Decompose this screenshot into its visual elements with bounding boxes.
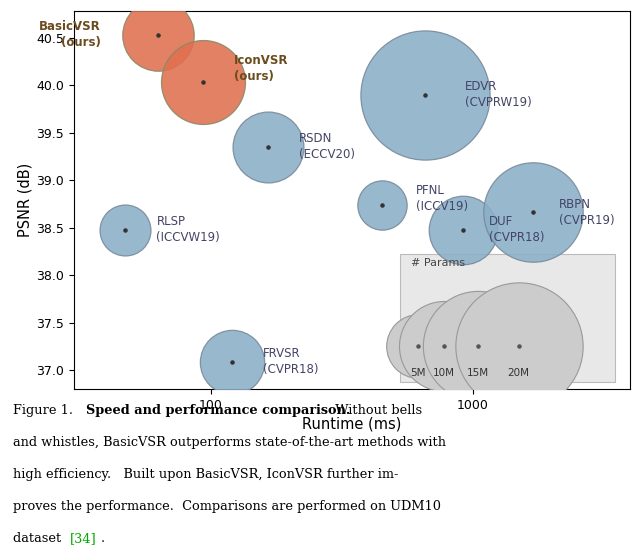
- Point: [514, 342, 524, 351]
- Point: [528, 208, 538, 217]
- Point: [377, 200, 387, 209]
- Text: PFNL
(ICCV19): PFNL (ICCV19): [416, 184, 468, 213]
- Point: [458, 225, 468, 234]
- Point: [413, 342, 423, 351]
- Point: [473, 342, 484, 351]
- Point: [262, 142, 273, 151]
- Point: [528, 208, 538, 217]
- Text: Without bells: Without bells: [327, 404, 422, 417]
- Point: [153, 30, 163, 39]
- Text: RBPN
(CVPR19): RBPN (CVPR19): [559, 198, 615, 227]
- Text: RSDN
(ECCV20): RSDN (ECCV20): [299, 132, 355, 161]
- Text: RLSP
(ICCVW19): RLSP (ICCVW19): [156, 215, 220, 244]
- Text: high efficiency.   Built upon BasicVSR, IconVSR further im-: high efficiency. Built upon BasicVSR, Ic…: [13, 468, 399, 481]
- Text: [34]: [34]: [69, 532, 96, 545]
- Point: [262, 142, 273, 151]
- Text: dataset: dataset: [13, 532, 65, 545]
- Point: [439, 342, 449, 351]
- Text: 10M: 10M: [433, 368, 455, 378]
- Text: FRVSR
(CVPR18): FRVSR (CVPR18): [263, 347, 318, 376]
- Point: [120, 225, 130, 234]
- Text: EDVR
(CVPRW19): EDVR (CVPRW19): [465, 80, 531, 109]
- Point: [473, 342, 484, 351]
- Point: [420, 90, 430, 99]
- Text: 15M: 15M: [467, 368, 489, 378]
- Text: .: .: [100, 532, 104, 545]
- Text: 20M: 20M: [507, 368, 530, 378]
- Point: [420, 90, 430, 99]
- Y-axis label: PSNR (dB): PSNR (dB): [17, 163, 32, 237]
- X-axis label: Runtime (ms): Runtime (ms): [302, 416, 402, 431]
- Point: [197, 78, 208, 87]
- Point: [413, 342, 423, 351]
- Text: and whistles, BasicVSR outperforms state-of-the-art methods with: and whistles, BasicVSR outperforms state…: [13, 436, 446, 449]
- Text: IconVSR
(ours): IconVSR (ours): [234, 55, 289, 83]
- Text: 5M: 5M: [410, 368, 426, 378]
- Point: [439, 342, 449, 351]
- Text: BasicVSR
(ours): BasicVSR (ours): [39, 20, 101, 49]
- Bar: [401, 254, 615, 381]
- Point: [514, 342, 524, 351]
- Text: Speed and performance comparison.: Speed and performance comparison.: [86, 404, 350, 417]
- Text: proves the performance.  Comparisons are performed on UDM10: proves the performance. Comparisons are …: [13, 500, 441, 513]
- Point: [226, 357, 237, 366]
- Point: [226, 357, 237, 366]
- Point: [153, 30, 163, 39]
- Text: Figure 1.: Figure 1.: [13, 404, 77, 417]
- Point: [458, 225, 468, 234]
- Point: [197, 78, 208, 87]
- Text: DUF
(CVPR18): DUF (CVPR18): [489, 215, 545, 244]
- Point: [377, 200, 387, 209]
- Text: # Params: # Params: [411, 258, 465, 268]
- Point: [120, 225, 130, 234]
